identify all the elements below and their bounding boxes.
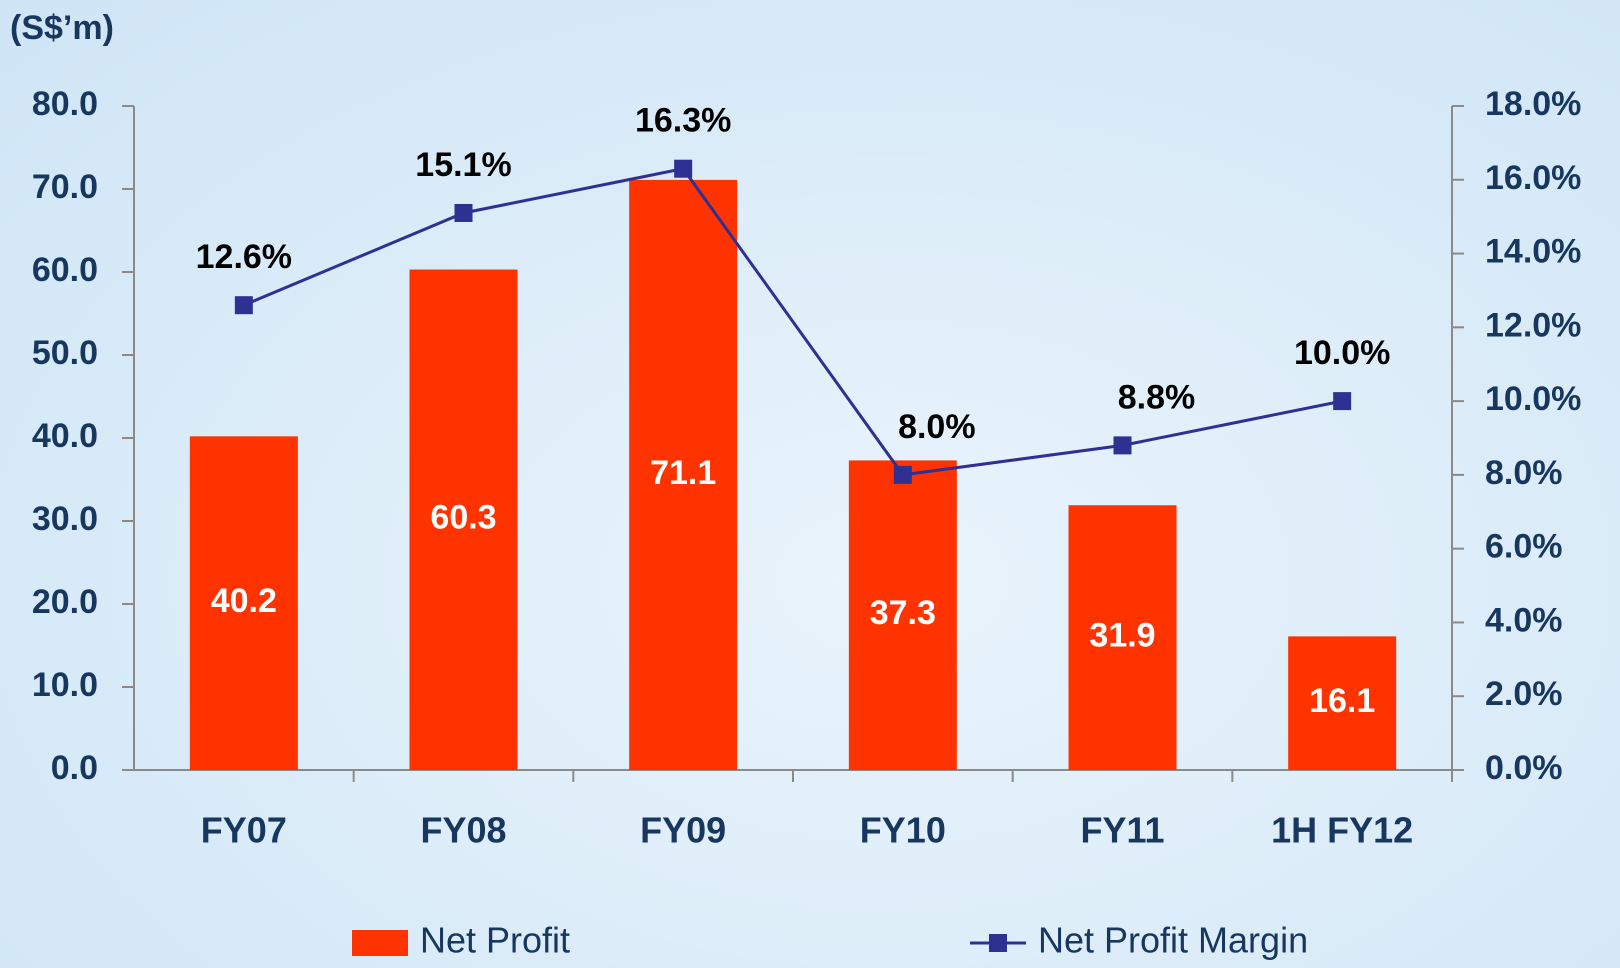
legend-label: Net Profit [420, 920, 570, 961]
legend-swatch [352, 930, 408, 956]
y-tick-label: 40.0 [32, 417, 98, 455]
y2-tick-label: 4.0% [1485, 601, 1563, 639]
x-tick-label: FY09 [640, 810, 726, 851]
x-tick-label: FY11 [1080, 810, 1164, 851]
line-value-label: 15.1% [415, 146, 511, 184]
line-value-label: 12.6% [196, 238, 292, 276]
y2-tick-label: 2.0% [1485, 675, 1563, 713]
line-value-label: 8.0% [898, 408, 976, 446]
marker [454, 203, 473, 222]
y2-tick-label: 14.0% [1485, 233, 1581, 271]
y-tick-label: 0.0 [51, 749, 98, 787]
bar-value-label: 37.3 [870, 594, 936, 632]
bar [409, 269, 518, 770]
y-tick-label: 30.0 [32, 500, 98, 538]
y-tick-label: 60.0 [32, 251, 98, 289]
bar-value-label: 60.3 [430, 499, 496, 537]
legend-label: Net Profit Margin [1038, 920, 1308, 961]
y2-tick-label: 10.0% [1485, 380, 1581, 418]
bar-value-label: 31.9 [1089, 617, 1155, 655]
y2-tick-label: 0.0% [1485, 749, 1563, 787]
bar [1288, 636, 1397, 770]
x-tick-label: FY08 [420, 810, 506, 851]
y2-tick-label: 6.0% [1485, 528, 1563, 566]
y2-tick-label: 18.0% [1485, 85, 1581, 123]
marker [234, 296, 253, 315]
y-tick-label: 10.0 [32, 666, 98, 704]
x-tick-label: 1H FY12 [1271, 810, 1413, 851]
bar [629, 179, 738, 770]
bar-value-label: 16.1 [1309, 682, 1375, 720]
bar-value-label: 71.1 [650, 454, 716, 492]
line [243, 167, 1343, 477]
line-value-label: 8.8% [1118, 378, 1196, 416]
y-tick-label: 50.0 [32, 334, 98, 372]
legend-marker [989, 934, 1007, 952]
line-value-label: 16.3% [635, 102, 731, 140]
bar [1068, 505, 1177, 770]
bar [189, 436, 298, 770]
y2-tick-label: 16.0% [1485, 159, 1581, 197]
bar-value-label: 40.2 [211, 582, 277, 620]
y-tick-label: 70.0 [32, 168, 98, 206]
y2-tick-label: 8.0% [1485, 454, 1563, 492]
marker [1333, 392, 1352, 411]
bar [848, 460, 957, 770]
marker [674, 159, 693, 178]
x-tick-label: FY07 [201, 810, 287, 851]
y-tick-label: 20.0 [32, 583, 98, 621]
line-value-label: 10.0% [1294, 334, 1390, 372]
marker [1113, 436, 1132, 455]
x-tick-label: FY10 [860, 810, 946, 851]
y-tick-label: 80.0 [32, 85, 98, 123]
marker [893, 465, 912, 484]
y-axis-label: (S$’m) [10, 9, 114, 47]
y2-tick-label: 12.0% [1485, 306, 1581, 344]
